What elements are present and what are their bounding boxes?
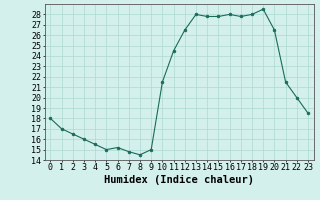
- X-axis label: Humidex (Indice chaleur): Humidex (Indice chaleur): [104, 175, 254, 185]
